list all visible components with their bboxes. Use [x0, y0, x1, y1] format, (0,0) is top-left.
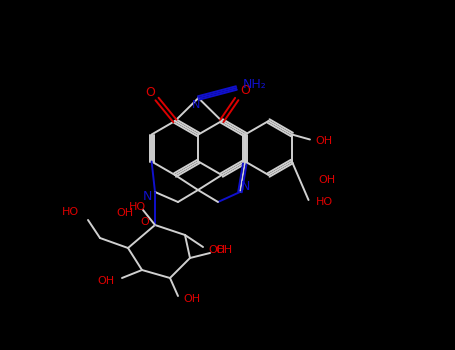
- Text: OH: OH: [315, 136, 333, 147]
- Text: O: O: [141, 217, 149, 227]
- Text: OH: OH: [208, 245, 226, 255]
- Text: N: N: [192, 100, 201, 110]
- Text: N: N: [240, 181, 250, 194]
- Text: N: N: [142, 190, 152, 203]
- Text: HO: HO: [61, 207, 79, 217]
- Text: OH: OH: [318, 175, 335, 185]
- Text: OH: OH: [97, 276, 115, 286]
- Text: OH: OH: [183, 294, 201, 304]
- Text: HO: HO: [128, 202, 146, 212]
- Text: NH₂: NH₂: [243, 78, 266, 91]
- Text: O: O: [240, 84, 250, 98]
- Text: OH: OH: [116, 208, 134, 218]
- Text: O: O: [145, 85, 155, 98]
- Text: HO: HO: [316, 197, 333, 207]
- Text: OH: OH: [215, 245, 233, 255]
